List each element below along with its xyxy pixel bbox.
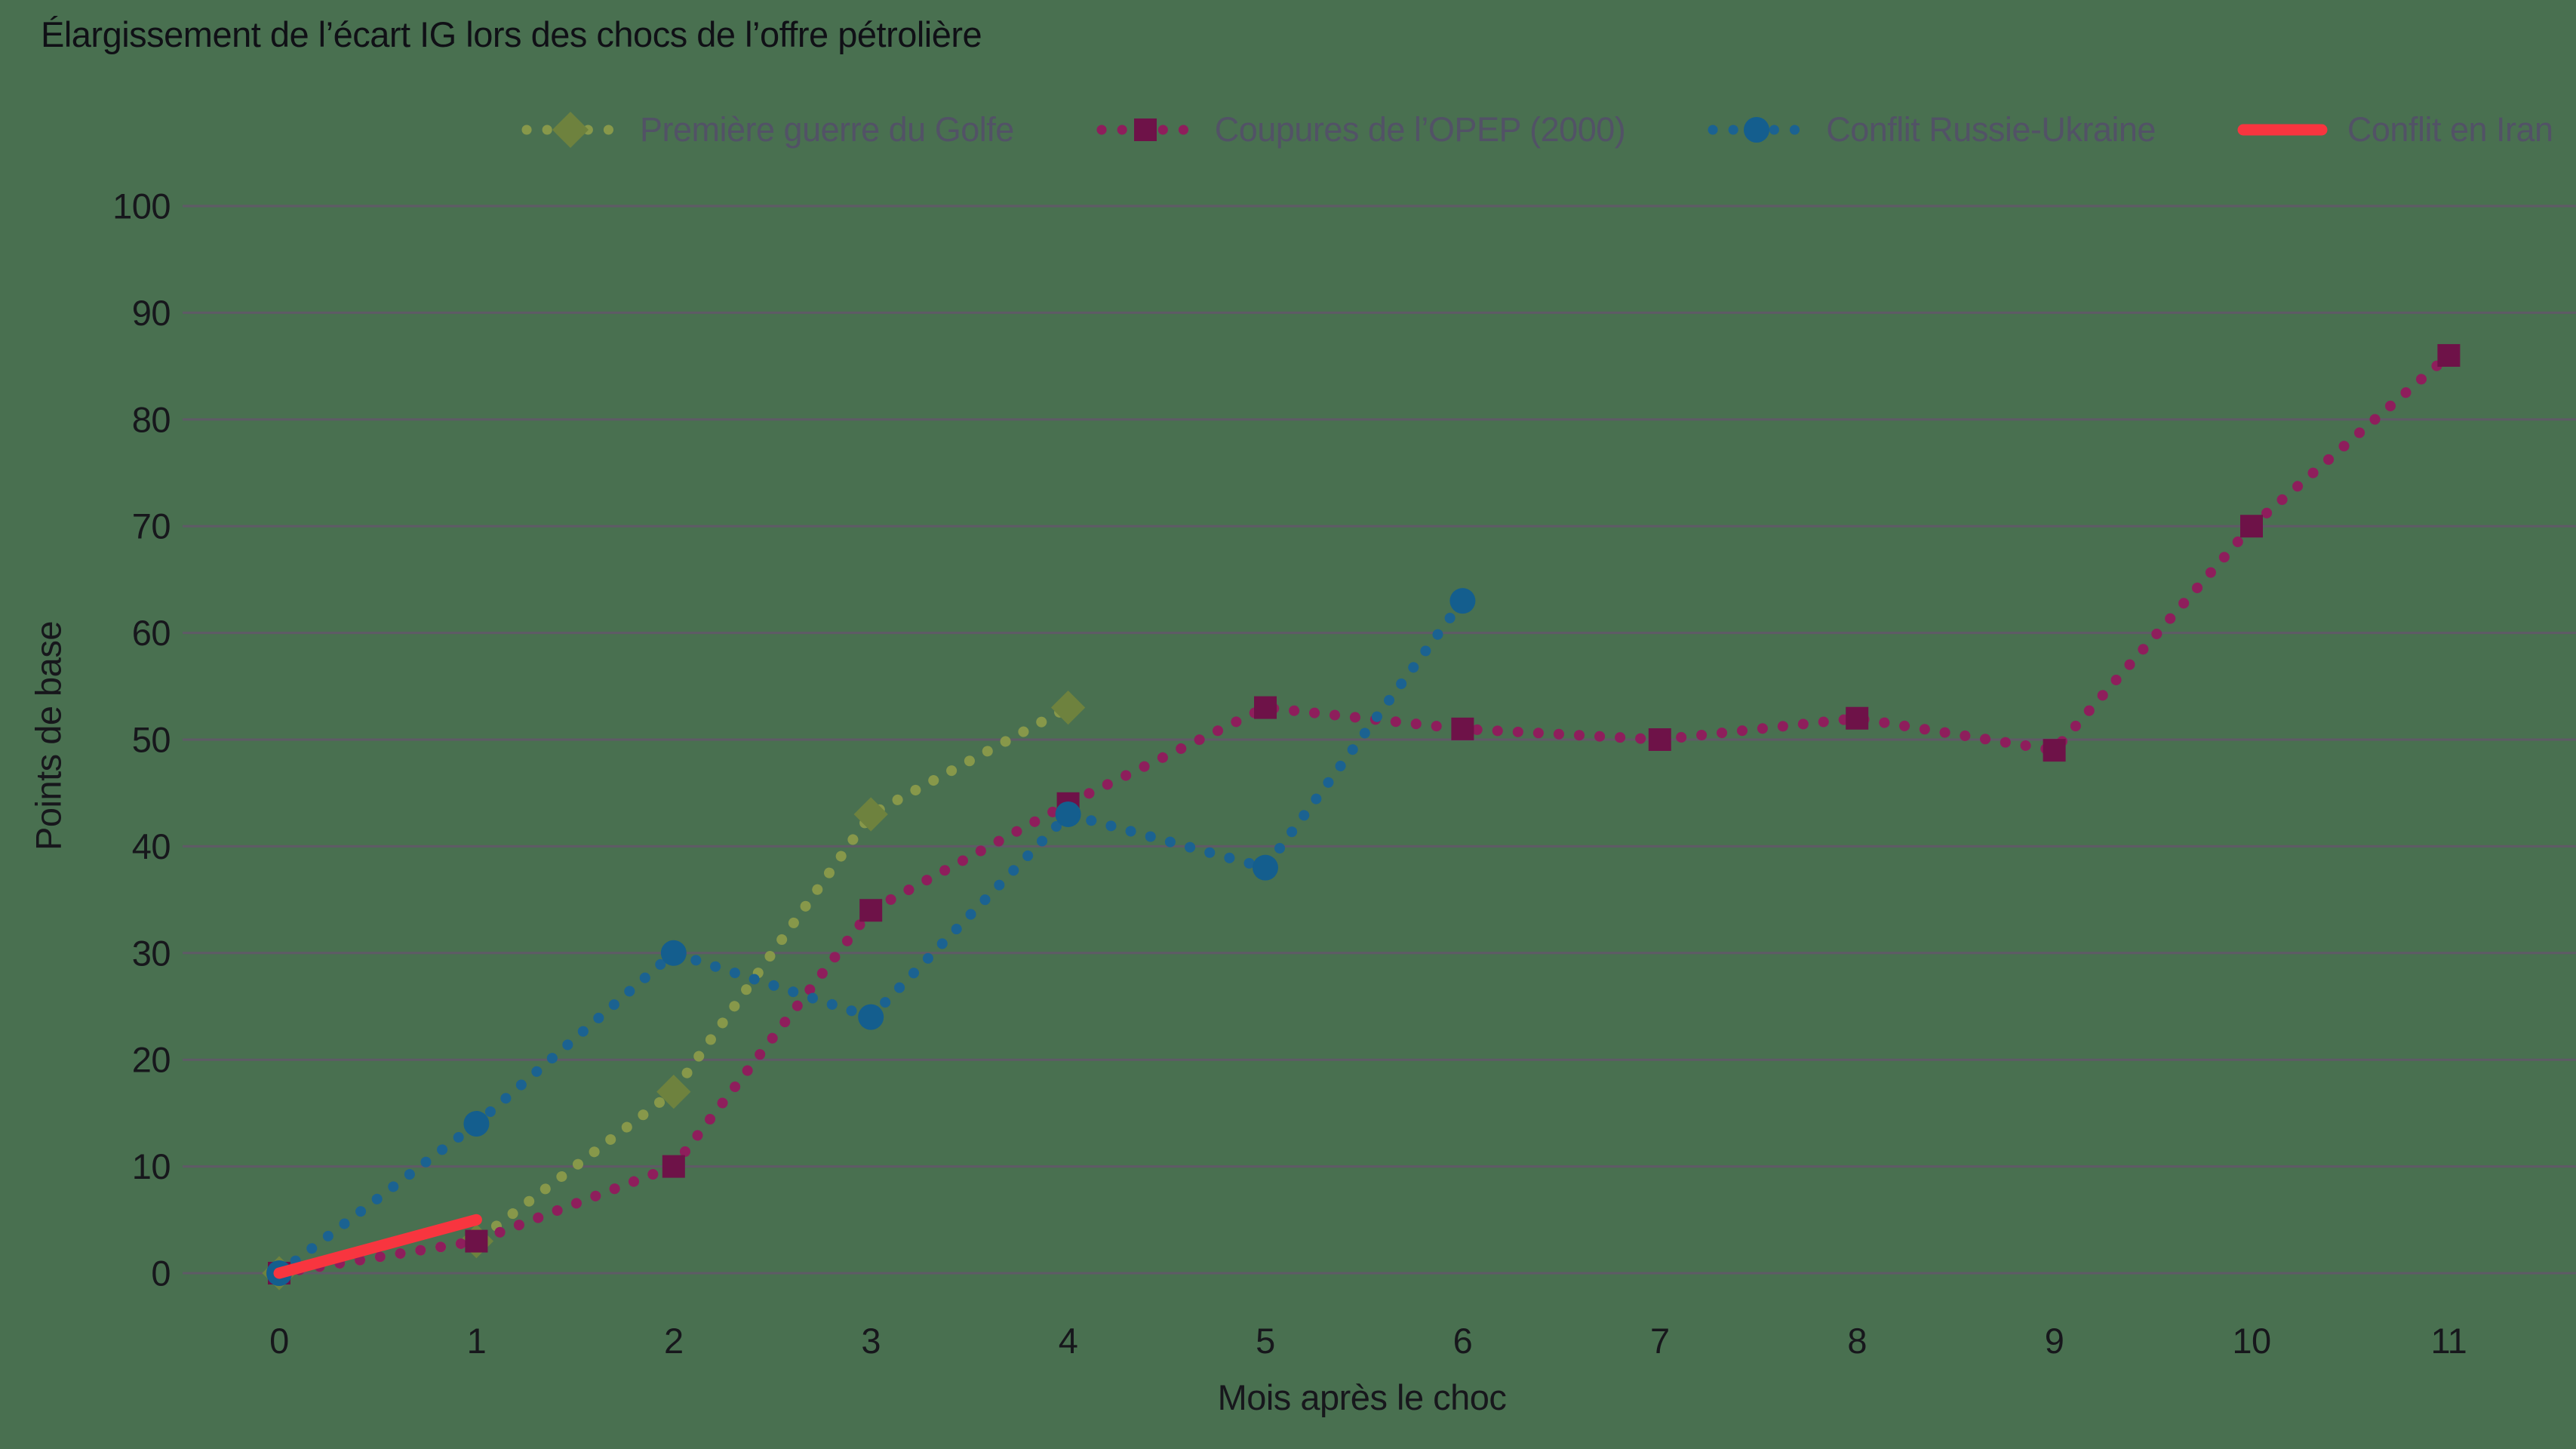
legend-marker [1096,118,1194,141]
data-point-marker [1253,854,1278,881]
y-tick-label: 0 [151,1254,171,1294]
x-tick-label: 7 [1650,1321,1670,1361]
x-tick-label: 0 [269,1321,289,1361]
legend-marker [521,111,619,149]
data-point-marker [465,1229,488,1253]
x-tick-label: 2 [664,1321,684,1361]
data-point-marker [858,1004,884,1030]
x-tick-label: 6 [1453,1321,1473,1361]
legend-item: Première guerre du Golfe [521,109,1014,151]
y-tick-label: 40 [132,826,171,866]
series-line [273,1214,482,1279]
data-point-marker [1451,717,1474,740]
series-line [274,595,1468,1278]
x-tick-label: 11 [2431,1321,2467,1361]
x-tick-label: 5 [1256,1321,1275,1361]
data-point-marker [853,797,888,832]
legend-item-label: Première guerre du Golfe [640,110,1014,149]
y-tick-label: 50 [132,720,171,760]
data-point-marker [1050,690,1086,725]
data-point-marker [1055,801,1081,827]
y-tick-label: 20 [132,1040,171,1080]
data-point-marker [2437,343,2461,367]
data-point-marker [656,1074,691,1109]
data-point-marker [1254,696,1277,719]
y-tick-label: 60 [132,613,171,653]
x-tick-label: 4 [1059,1321,1078,1361]
x-tick-label: 1 [467,1321,487,1361]
data-point-marker [859,899,883,922]
y-tick-label: 70 [132,506,171,546]
x-tick-label: 8 [1847,1321,1867,1361]
y-tick-label: 80 [132,399,171,439]
series-line [274,349,2455,1278]
data-point-marker [2043,739,2066,762]
y-tick-label: 100 [112,186,171,226]
y-tick-label: 90 [132,293,171,333]
data-point-marker [2240,515,2263,538]
chart-title: Élargissement de l’écart IG lors des cho… [41,14,982,54]
legend-item: Conflit en Iran [2237,109,2553,151]
data-point-marker [1449,588,1476,614]
legend: Première guerre du Golfe Coupures de l’OP… [521,107,2553,152]
data-point-marker [1846,706,1869,730]
data-point-marker [1648,728,1671,751]
legend-item: Conflit Russie-Ukraine [1707,109,2156,151]
legend-item-label: Coupures de l’OPEP (2000) [1214,110,1626,149]
legend-item-label: Conflit en Iran [2347,110,2553,149]
x-tick-label: 9 [2045,1321,2064,1361]
legend-marker-shape [1744,117,1770,143]
legend-marker [1708,117,1806,143]
legend-item: Coupures de l’OPEP (2000) [1096,109,1626,151]
x-tick-label: 10 [2232,1321,2270,1361]
y-tick-label: 30 [132,933,171,973]
data-point-marker [662,1155,685,1178]
legend-marker-shape [1133,118,1157,141]
data-point-marker [660,940,687,966]
data-point-marker [463,1111,490,1137]
x-tick-label: 3 [861,1321,881,1361]
legend-item-label: Conflit Russie-Ukraine [1826,110,2156,149]
legend-marker [2237,124,2328,136]
x-axis-title: Mois après le choc [1217,1377,1507,1417]
legend-marker-shape [552,111,589,149]
y-tick-label: 10 [132,1146,171,1186]
